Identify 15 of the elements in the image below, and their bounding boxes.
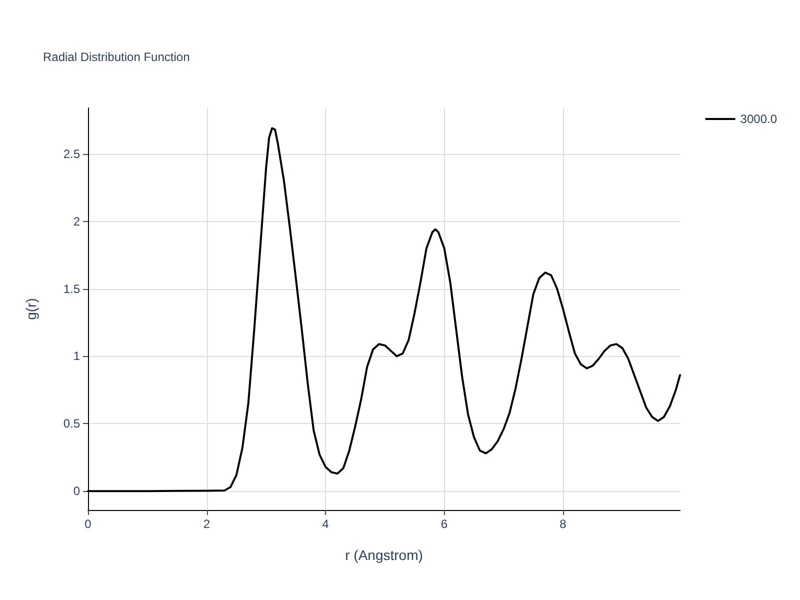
y-tick-label: 2: [73, 214, 80, 228]
y-tick-label: 1.5: [63, 282, 80, 296]
x-tick-label: 2: [203, 517, 210, 531]
legend-label: 3000.0: [740, 112, 778, 126]
y-tick-label: 0: [73, 484, 80, 498]
x-tick-label: 6: [440, 517, 448, 531]
x-tick-label: 4: [322, 517, 330, 531]
y-axis-title: g(r): [23, 298, 39, 320]
chart-title: Radial Distribution Function: [43, 50, 190, 64]
x-axis-title: r (Angstrom): [345, 547, 423, 563]
y-tick-label: 1: [73, 349, 80, 364]
y-tick-label: 0.5: [63, 416, 80, 431]
y-tick-label: 2.5: [63, 146, 80, 161]
x-tick-label: 8: [560, 517, 567, 531]
x-tick-label: 0: [84, 517, 92, 531]
